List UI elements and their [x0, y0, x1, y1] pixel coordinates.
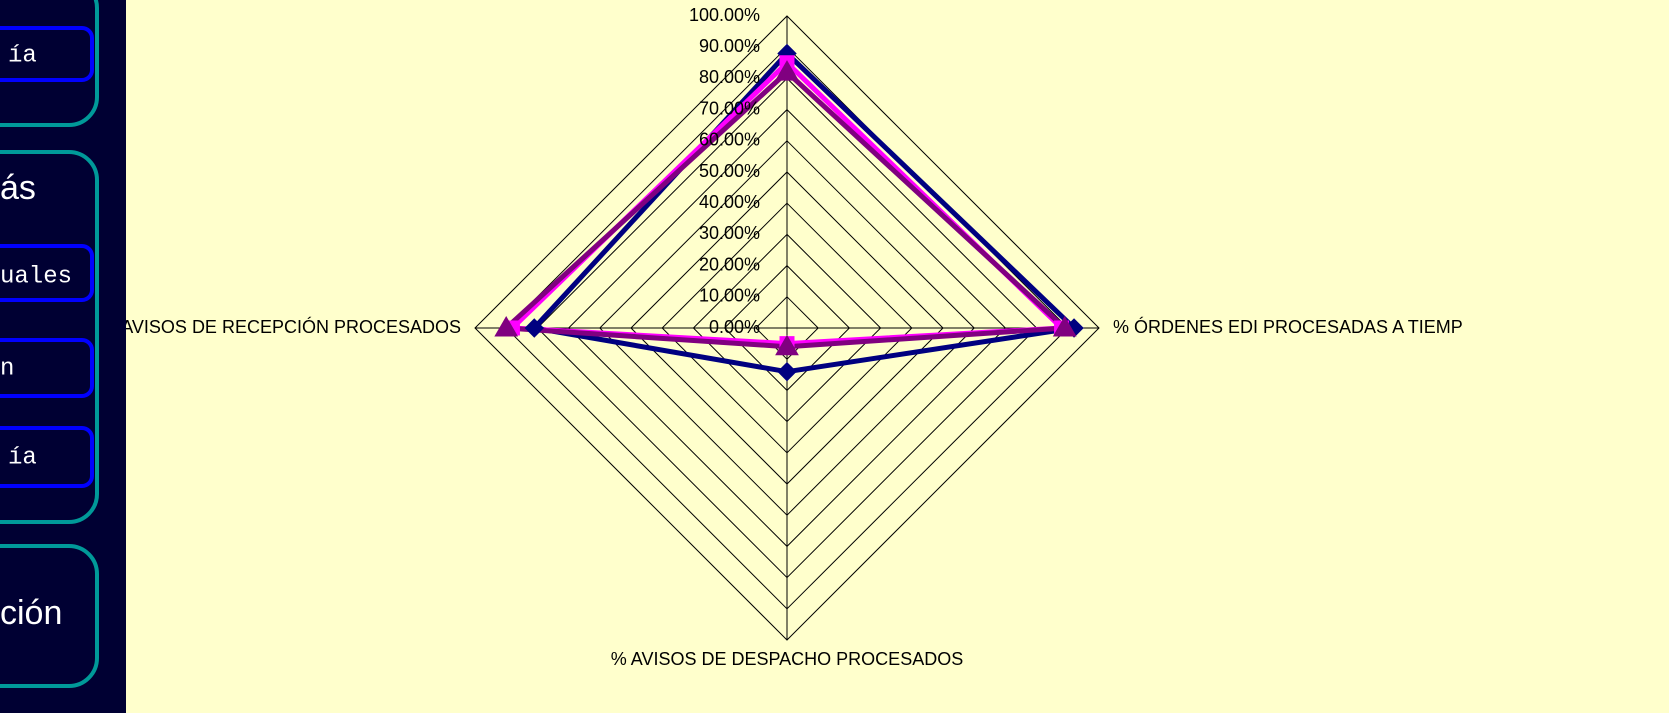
tick-label: 60.00%	[699, 130, 760, 150]
category-label: % AVISOS DE RECEPCIÓN PROCESADOS	[101, 316, 461, 337]
tick-label: 40.00%	[699, 192, 760, 212]
tick-label: 0.00%	[709, 317, 760, 337]
menu-group	[0, 544, 99, 688]
radar-chart: 0.00% 10.00% 20.00% 30.00% 40.00% 50.00% 60.00…	[101, 5, 1463, 669]
menu-item[interactable]: ía	[8, 444, 37, 471]
menu-item[interactable]: uales	[0, 263, 72, 290]
menu-button[interactable]	[0, 26, 94, 82]
sidebar: ía ás uales n ía ción	[0, 0, 126, 713]
menu-heading: ción	[0, 594, 62, 632]
data-point	[775, 334, 799, 356]
tick-label: 10.00%	[699, 286, 760, 306]
tick-label: 50.00%	[699, 161, 760, 181]
menu-button[interactable]	[0, 244, 94, 302]
category-label: % ÓRDENES EDI PROCESADAS A TIEMP	[1113, 316, 1463, 337]
data-point	[524, 318, 544, 338]
category-label: % AVISOS DE DESPACHO PROCESADOS	[611, 649, 963, 669]
tick-label: 70.00%	[699, 98, 760, 118]
data-point	[494, 316, 519, 337]
tick-label: 80.00%	[699, 67, 760, 87]
tick-label: 100.00%	[689, 5, 760, 25]
sidebar-background	[0, 0, 126, 713]
tick-label: 20.00%	[699, 254, 760, 274]
menu-group	[0, 150, 99, 524]
menu-heading: ás	[0, 169, 36, 207]
menu-group	[0, 0, 99, 127]
menu-button[interactable]	[0, 338, 94, 398]
data-point	[777, 361, 797, 382]
menu-item[interactable]: ía	[8, 42, 37, 69]
tick-label: 90.00%	[699, 36, 760, 56]
data-point	[775, 60, 799, 81]
data-point	[1052, 316, 1077, 337]
menu-item[interactable]: n	[0, 355, 14, 382]
menu-button[interactable]	[0, 426, 94, 488]
tick-label: 30.00%	[699, 223, 760, 243]
